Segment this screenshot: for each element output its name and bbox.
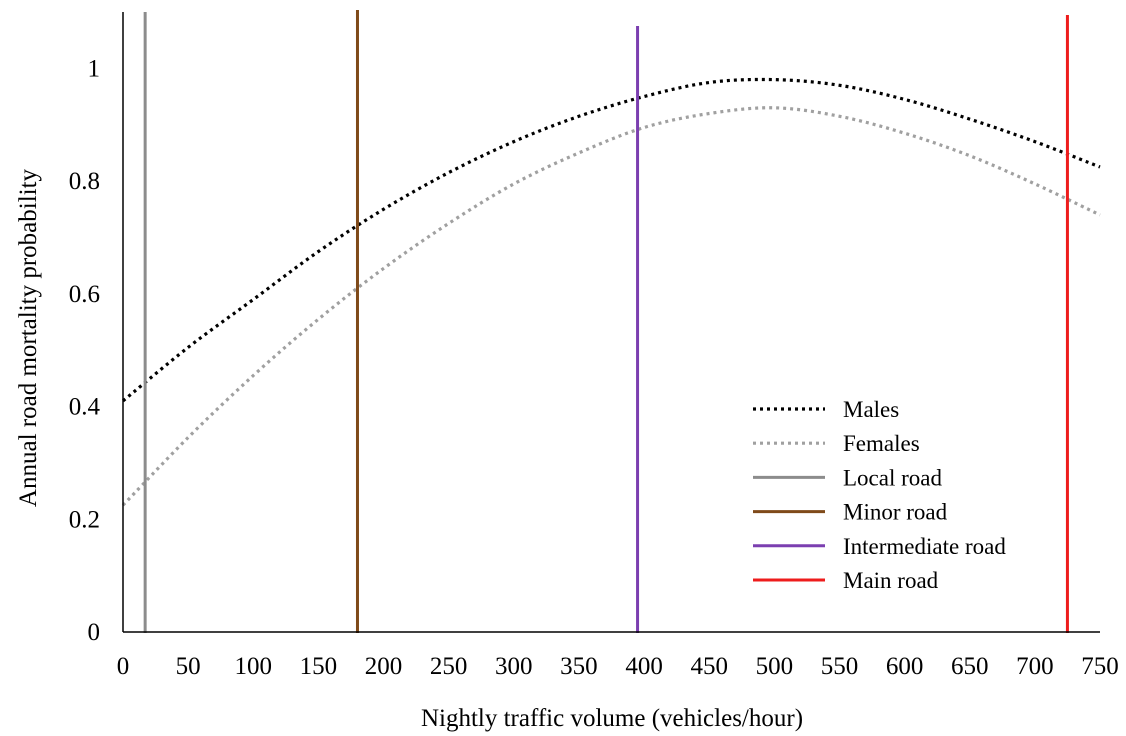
x-tick-label: 0	[117, 653, 130, 680]
y-tick-label: 0.6	[69, 281, 100, 308]
x-tick-label: 350	[560, 653, 598, 680]
x-tick-label: 100	[235, 653, 273, 680]
series-line-females	[121, 106, 1101, 507]
y-tick-label: 0.2	[69, 506, 100, 533]
series-line-males	[121, 77, 1101, 403]
legend-label-intermediate-road: Intermediate road	[843, 534, 1006, 559]
legend-label-males: Males	[843, 397, 899, 422]
y-axis-label: Annual road mortality probability	[15, 168, 42, 507]
legend-label-minor-road: Minor road	[843, 500, 948, 525]
legend-label-females: Females	[843, 431, 920, 456]
legend-label-local-road: Local road	[843, 465, 942, 490]
y-tick-label: 0.8	[69, 168, 100, 195]
x-tick-label: 400	[625, 653, 663, 680]
road-reference-lines	[143, 10, 1069, 633]
series-curves	[121, 77, 1101, 507]
x-tick-label: 50	[176, 653, 201, 680]
legend: Males Females Local road Minor road Intermed…	[753, 397, 1006, 593]
x-tick-label: 750	[1081, 653, 1119, 680]
x-tick-label: 700	[1016, 653, 1054, 680]
y-tick-labels: 0 0.2 0.4 0.6 0.8 1	[69, 55, 101, 646]
x-axis-label: Nightly traffic volume (vehicles/hour)	[421, 705, 803, 732]
axes	[122, 12, 1100, 633]
x-tick-label: 250	[430, 653, 468, 680]
x-tick-label: 450	[690, 653, 728, 680]
legend-label-main-road: Main road	[843, 568, 939, 593]
x-tick-label: 150	[300, 653, 338, 680]
x-tick-labels: 0 50 100 150 200 250 300 350 400 450 500 550 600 650 7…	[117, 653, 1119, 680]
x-tick-label: 500	[756, 653, 794, 680]
x-tick-label: 650	[951, 653, 989, 680]
x-tick-label: 600	[886, 653, 924, 680]
y-tick-label: 0.4	[69, 394, 101, 421]
y-tick-label: 0	[88, 619, 101, 646]
x-tick-label: 200	[365, 653, 403, 680]
x-tick-label: 300	[495, 653, 533, 680]
y-tick-label: 1	[88, 55, 101, 82]
x-tick-label: 550	[821, 653, 859, 680]
